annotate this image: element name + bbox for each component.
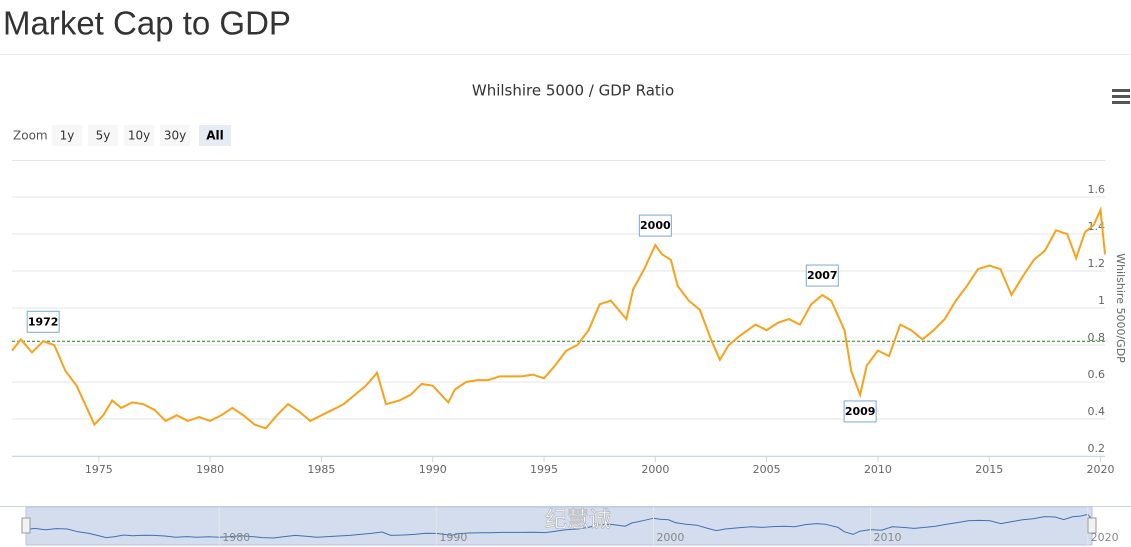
y-tick-label: 0.2 [1088,442,1106,455]
navigator-tick-label: 1980 [222,531,250,544]
y-tick-label: 1.4 [1088,220,1106,233]
x-tick-label: 2005 [753,463,781,476]
menu-button[interactable] [1112,89,1130,104]
zoom-button[interactable] [199,125,231,146]
x-tick-label: 1995 [530,463,558,476]
annotation-label: 1972 [28,315,59,328]
x-tick-label: 2020 [1087,463,1115,476]
zoom-button[interactable] [88,125,118,146]
navigator-handle[interactable] [21,517,31,534]
page-title: Market Cap to GDP [3,5,291,42]
y-tick-label: 1 [1098,294,1105,307]
y-tick-label: 1.6 [1088,183,1106,196]
annotation-label: 2009 [845,405,876,418]
data-line [11,206,1106,430]
zoom-button[interactable] [124,125,154,146]
x-tick-label: 1990 [419,463,447,476]
x-tick-label: 2000 [641,463,669,476]
annotation-box [26,310,60,333]
y-axis-label: Whilshire 5000/GDP [1114,253,1127,363]
navigator-tick-label: 2020 [1091,531,1119,544]
y-tick-label: 1.2 [1088,257,1106,270]
x-tick-label: 1980 [196,463,224,476]
x-tick-label: 1975 [85,463,113,476]
annotation-label: 2000 [640,219,671,232]
x-tick-label: 2010 [864,463,892,476]
annotation-box [843,400,877,423]
annotation-label: 2007 [807,269,838,282]
zoom-label: Zoom [13,129,48,143]
y-tick-label: 0.8 [1088,331,1106,344]
annotation-box [805,264,839,287]
navigator-tick-label: 1990 [439,531,467,544]
x-tick-label: 2015 [975,463,1003,476]
navigator-tick-label: 2000 [656,531,684,544]
y-tick-label: 0.4 [1088,405,1106,418]
x-tick-label: 1985 [307,463,335,476]
watermark: 纪慧诚 [545,508,611,533]
navigator-handle[interactable] [1087,517,1097,534]
zoom-button-label[interactable]: All [206,129,224,143]
zoom-button[interactable] [160,125,190,146]
navigator-mask [25,506,1093,546]
navigator-line [25,513,1093,539]
zoom-button-label[interactable]: 10y [128,129,150,143]
zoom-button-label[interactable]: 5y [96,129,111,143]
annotation-box [638,214,672,237]
navigator-tick-label: 2010 [874,531,902,544]
zoom-button-label[interactable]: 1y [60,129,75,143]
chart-title: Whilshire 5000 / GDP Ratio [472,82,674,100]
y-tick-label: 0.6 [1088,368,1106,381]
zoom-button[interactable] [52,125,82,146]
zoom-button-label[interactable]: 30y [164,129,186,143]
